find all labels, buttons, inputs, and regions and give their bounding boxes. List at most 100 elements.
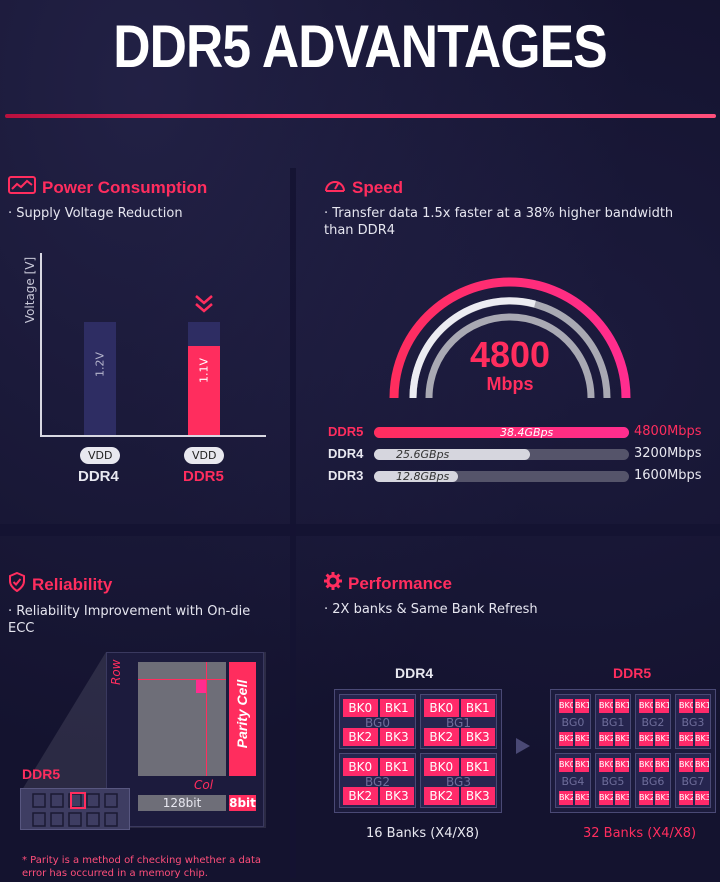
reliability-heading: Reliability bbox=[8, 571, 283, 597]
ddr4-bank-grid: BG0 BK0 BK1 BK2 BK3 BG1 BK0 BK1 BK2 BK3 BG2 BK0 BK1 B… bbox=[334, 689, 502, 813]
ddr5-voltage-value: 1.1V bbox=[197, 357, 211, 384]
performance-heading-text: Performance bbox=[348, 573, 452, 593]
bank-cell: BK0 bbox=[639, 758, 653, 772]
speed-heading-text: Speed bbox=[352, 177, 404, 197]
bank-cell: BK2 bbox=[424, 787, 459, 805]
parity-cell-column: Parity Cell bbox=[229, 662, 256, 776]
speed-row-ddr3-bandwidth: 12.8GBps bbox=[396, 470, 450, 483]
bank-cell: BK2 bbox=[559, 732, 573, 746]
row-line bbox=[138, 679, 226, 680]
bank-group: BG5 BK0 BK1 BK2 BK3 bbox=[595, 753, 631, 808]
speed-row-ddr4-bar: 25.6GBps bbox=[374, 448, 530, 461]
bank-cell: BK0 bbox=[559, 699, 573, 713]
performance-subtitle: · 2X banks & Same Bank Refresh bbox=[324, 602, 538, 617]
bank-cell: BK3 bbox=[695, 732, 709, 746]
bank-cell: BK0 bbox=[679, 758, 693, 772]
bank-group-label: BG4 bbox=[561, 774, 585, 788]
bank-group: BG6 BK0 BK1 BK2 BK3 bbox=[635, 753, 671, 808]
bank-cell: BK1 bbox=[575, 699, 589, 713]
bank-cell: BK2 bbox=[639, 791, 653, 805]
reliability-subtitle: · Reliability Improvement with On-die EC… bbox=[8, 604, 251, 636]
bank-group-label: BG2 bbox=[365, 774, 390, 789]
speed-gauge bbox=[389, 277, 631, 399]
bank-cell: BK2 bbox=[639, 732, 653, 746]
col-line bbox=[206, 662, 207, 776]
bank-cell: BK2 bbox=[599, 791, 613, 805]
speedometer-icon bbox=[324, 176, 346, 199]
ddr5-vdd-pill: VDD bbox=[184, 444, 225, 464]
power-chart-icon bbox=[8, 176, 36, 199]
speed-row-ddr3-name: DDR3 bbox=[328, 468, 364, 483]
bank-group-label: BG0 bbox=[561, 715, 585, 729]
bank-cell: BK3 bbox=[575, 791, 589, 805]
speed-row-ddr4-name: DDR4 bbox=[328, 446, 364, 461]
ddr5-bank-caption: 32 Banks (X4/X8) bbox=[583, 826, 697, 841]
bank-group-label: BG3 bbox=[446, 774, 471, 789]
bank-cell: BK1 bbox=[460, 758, 495, 776]
speed-section: Speed · Transfer data 1.5x faster at a 3… bbox=[324, 176, 704, 239]
bank-cell: BK0 bbox=[343, 699, 378, 717]
perf-ddr5-label: DDR5 bbox=[613, 665, 652, 681]
parity-footnote: * Parity is a method of checking whether… bbox=[22, 855, 262, 879]
memory-array bbox=[138, 662, 226, 776]
chip-label: DDR5 bbox=[22, 766, 61, 782]
parity-cell-label: Parity Cell bbox=[234, 679, 250, 749]
error-bit-cell bbox=[196, 680, 206, 693]
row-label: Row bbox=[109, 659, 123, 686]
bank-cell: BK3 bbox=[379, 787, 414, 805]
dram-chips-icon bbox=[32, 792, 118, 827]
bank-cell: BK2 bbox=[679, 732, 693, 746]
arrow-right-icon bbox=[516, 738, 530, 758]
bank-cell: BK3 bbox=[575, 732, 589, 746]
shield-check-icon bbox=[8, 571, 26, 597]
bank-group: BG3 BK0 BK1 BK2 BK3 bbox=[675, 694, 711, 749]
bank-cell: BK1 bbox=[615, 699, 629, 713]
power-heading: Power Consumption bbox=[8, 176, 207, 199]
power-x-axis bbox=[40, 435, 266, 437]
reliability-section: Reliability · Reliability Improvement wi… bbox=[8, 571, 283, 637]
bank-cell: BK3 bbox=[460, 787, 495, 805]
bank-cell: BK2 bbox=[424, 728, 459, 746]
power-subtitle: · Supply Voltage Reduction bbox=[8, 206, 183, 221]
bank-cell: BK0 bbox=[424, 699, 459, 717]
bank-cell: BK0 bbox=[424, 758, 459, 776]
speed-row-ddr3-rate: 1600Mbps bbox=[634, 468, 702, 483]
bank-group-label: BG0 bbox=[365, 715, 390, 730]
bank-group: BG0 BK0 BK1 BK2 BK3 bbox=[555, 694, 591, 749]
bank-group: BG4 BK0 BK1 BK2 BK3 bbox=[555, 753, 591, 808]
bank-group: BG2 BK0 BK1 BK2 BK3 bbox=[635, 694, 671, 749]
bank-group: BG0 BK0 BK1 BK2 BK3 bbox=[339, 694, 416, 749]
power-ylabel: Voltage [V] bbox=[23, 256, 37, 324]
bank-cell: BK0 bbox=[559, 758, 573, 772]
dram-module bbox=[20, 788, 130, 830]
title-underline bbox=[5, 114, 716, 118]
bank-cell: BK0 bbox=[599, 699, 613, 713]
bank-group: BG7 BK0 BK1 BK2 BK3 bbox=[675, 753, 711, 808]
bank-cell: BK3 bbox=[615, 732, 629, 746]
bank-cell: BK3 bbox=[655, 732, 669, 746]
bank-group-label: BG1 bbox=[601, 715, 625, 729]
bank-cell: BK1 bbox=[379, 758, 414, 776]
bank-group: BG1 BK0 BK1 BK2 BK3 bbox=[420, 694, 497, 749]
bank-group-label: BG5 bbox=[601, 774, 625, 788]
bank-cell: BK3 bbox=[379, 728, 414, 746]
bank-group-label: BG6 bbox=[641, 774, 665, 788]
bank-cell: BK2 bbox=[679, 791, 693, 805]
bank-cell: BK2 bbox=[343, 787, 378, 805]
speed-row-ddr3-bar: 12.8GBps bbox=[374, 470, 458, 483]
reliability-heading-text: Reliability bbox=[32, 574, 113, 594]
bank-cell: BK1 bbox=[695, 758, 709, 772]
bank-cell: BK3 bbox=[695, 791, 709, 805]
perf-ddr4-label: DDR4 bbox=[395, 665, 434, 681]
gauge-value: 4800 bbox=[469, 334, 551, 375]
bank-cell: BK2 bbox=[559, 791, 573, 805]
speed-row-ddr4-bandwidth: 25.6GBps bbox=[396, 448, 450, 461]
bank-cell: BK3 bbox=[460, 728, 495, 746]
speed-heading: Speed bbox=[324, 176, 704, 199]
bank-cell: BK1 bbox=[655, 758, 669, 772]
bank-cell: BK0 bbox=[639, 699, 653, 713]
data-bits-box: 128bit bbox=[138, 795, 226, 811]
bank-cell: BK2 bbox=[343, 728, 378, 746]
bank-cell: BK1 bbox=[379, 699, 414, 717]
parity-bits-box: 8bit bbox=[229, 795, 256, 811]
